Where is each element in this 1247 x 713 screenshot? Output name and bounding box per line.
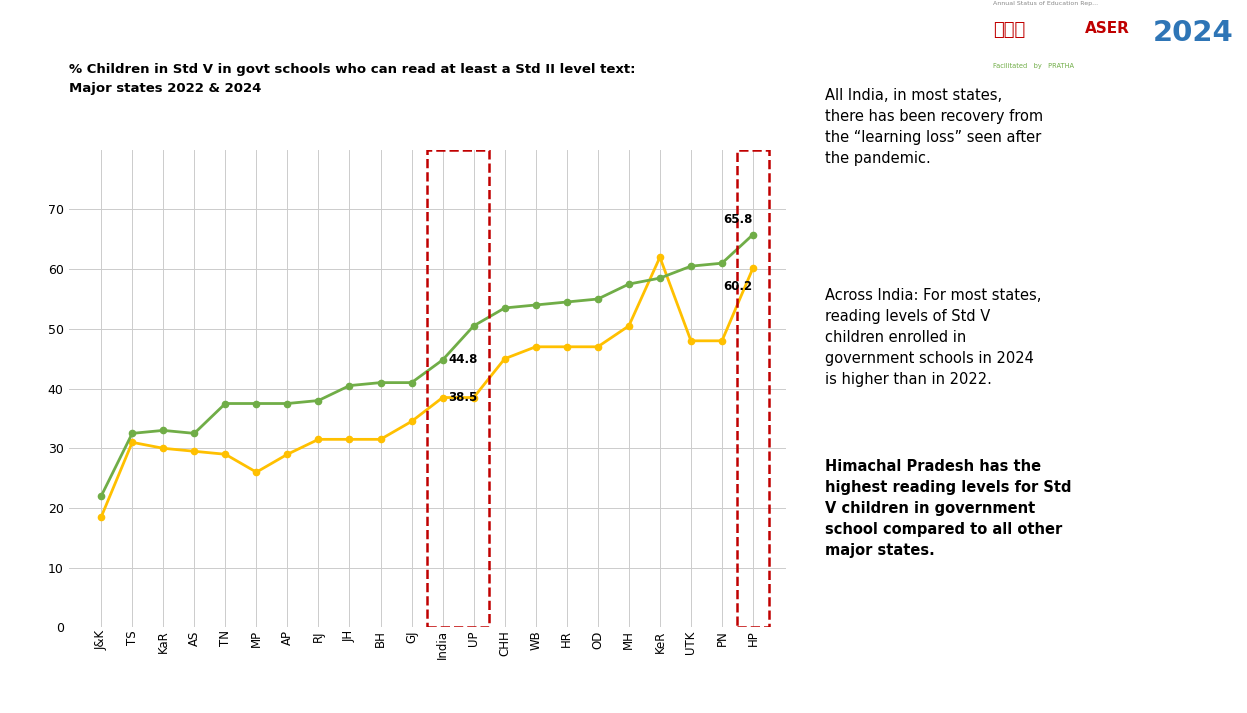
Text: 2024: 2024 bbox=[1152, 19, 1233, 47]
Text: Himachal Pradesh has the
highest reading levels for Std
V children in government: Himachal Pradesh has the highest reading… bbox=[826, 459, 1071, 558]
Text: 7: 7 bbox=[16, 679, 30, 698]
Text: Facilitated   by   PRATHA: Facilitated by PRATHA bbox=[993, 63, 1074, 69]
Text: Std V: HP govt school children have the highest reading levels: Std V: HP govt school children have the … bbox=[11, 28, 725, 47]
Text: All India, in most states,
there has been recovery from
the “learning loss” seen: All India, in most states, there has bee… bbox=[826, 88, 1044, 166]
Text: 44.8: 44.8 bbox=[448, 354, 478, 366]
Text: ASER: ASER bbox=[1085, 21, 1130, 36]
Text: 60.2: 60.2 bbox=[723, 280, 753, 293]
Bar bbox=[426, 150, 489, 627]
Text: 38.5: 38.5 bbox=[448, 391, 478, 404]
Text: Major states 2022 & 2024: Major states 2022 & 2024 bbox=[69, 82, 261, 95]
Text: % Children in Std V in govt schools who can read at least a Std II level text:: % Children in Std V in govt schools who … bbox=[69, 63, 635, 76]
Bar bbox=[737, 150, 768, 627]
Text: 65.8: 65.8 bbox=[723, 212, 753, 225]
Text: Across India: For most states,
reading levels of Std V
children enrolled in
gove: Across India: For most states, reading l… bbox=[826, 288, 1041, 387]
Text: असर: असर bbox=[993, 21, 1025, 39]
Text: Annual Status of Education Rep...: Annual Status of Education Rep... bbox=[993, 1, 1099, 6]
